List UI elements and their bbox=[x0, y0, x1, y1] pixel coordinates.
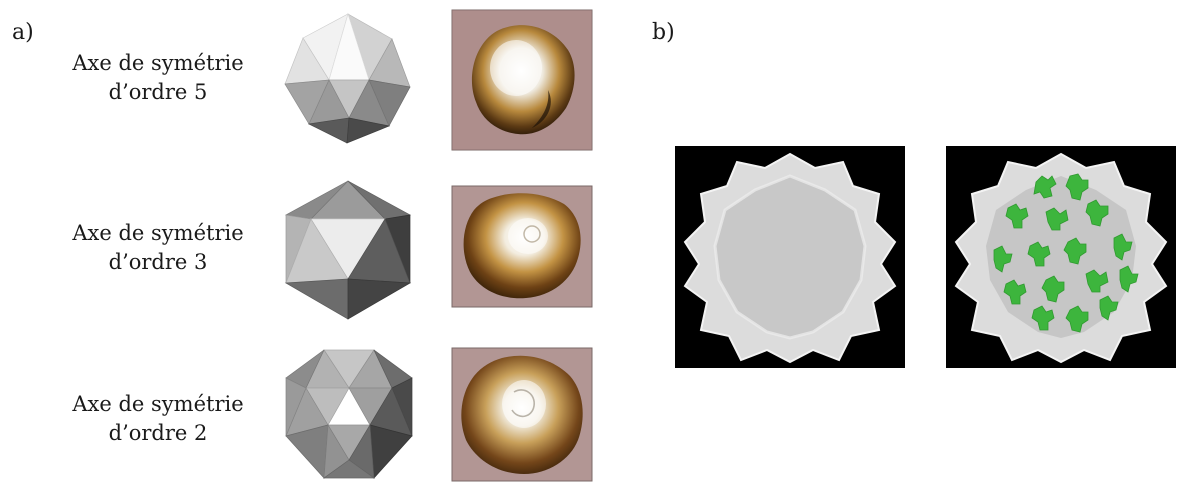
icosahedron-threefold-view bbox=[284, 180, 412, 320]
capsid-model-plain bbox=[675, 146, 905, 368]
caption-threefold-line1: Axe de symétrie bbox=[72, 221, 244, 245]
caption-fivefold-line2: d’ordre 5 bbox=[108, 80, 208, 104]
caption-twofold-axis: Axe de symétrie d’ordre 2 bbox=[38, 390, 278, 448]
icosahedron-twofold-view bbox=[285, 349, 413, 479]
caption-twofold-line1: Axe de symétrie bbox=[72, 392, 244, 416]
caption-fivefold-line1: Axe de symétrie bbox=[72, 51, 244, 75]
panel-b-label: b) bbox=[652, 20, 675, 45]
afm-image-fivefold bbox=[451, 9, 593, 151]
caption-twofold-line2: d’ordre 2 bbox=[108, 421, 208, 445]
caption-threefold-line2: d’ordre 3 bbox=[108, 250, 208, 274]
caption-fivefold-axis: Axe de symétrie d’ordre 5 bbox=[38, 49, 278, 107]
afm-image-twofold bbox=[451, 347, 593, 482]
caption-threefold-axis: Axe de symétrie d’ordre 3 bbox=[38, 219, 278, 277]
afm-image-threefold bbox=[451, 185, 593, 308]
panel-a-label: a) bbox=[12, 20, 34, 45]
icosahedron-fivefold-view bbox=[284, 12, 411, 144]
capsid-model-highlighted bbox=[946, 146, 1176, 368]
